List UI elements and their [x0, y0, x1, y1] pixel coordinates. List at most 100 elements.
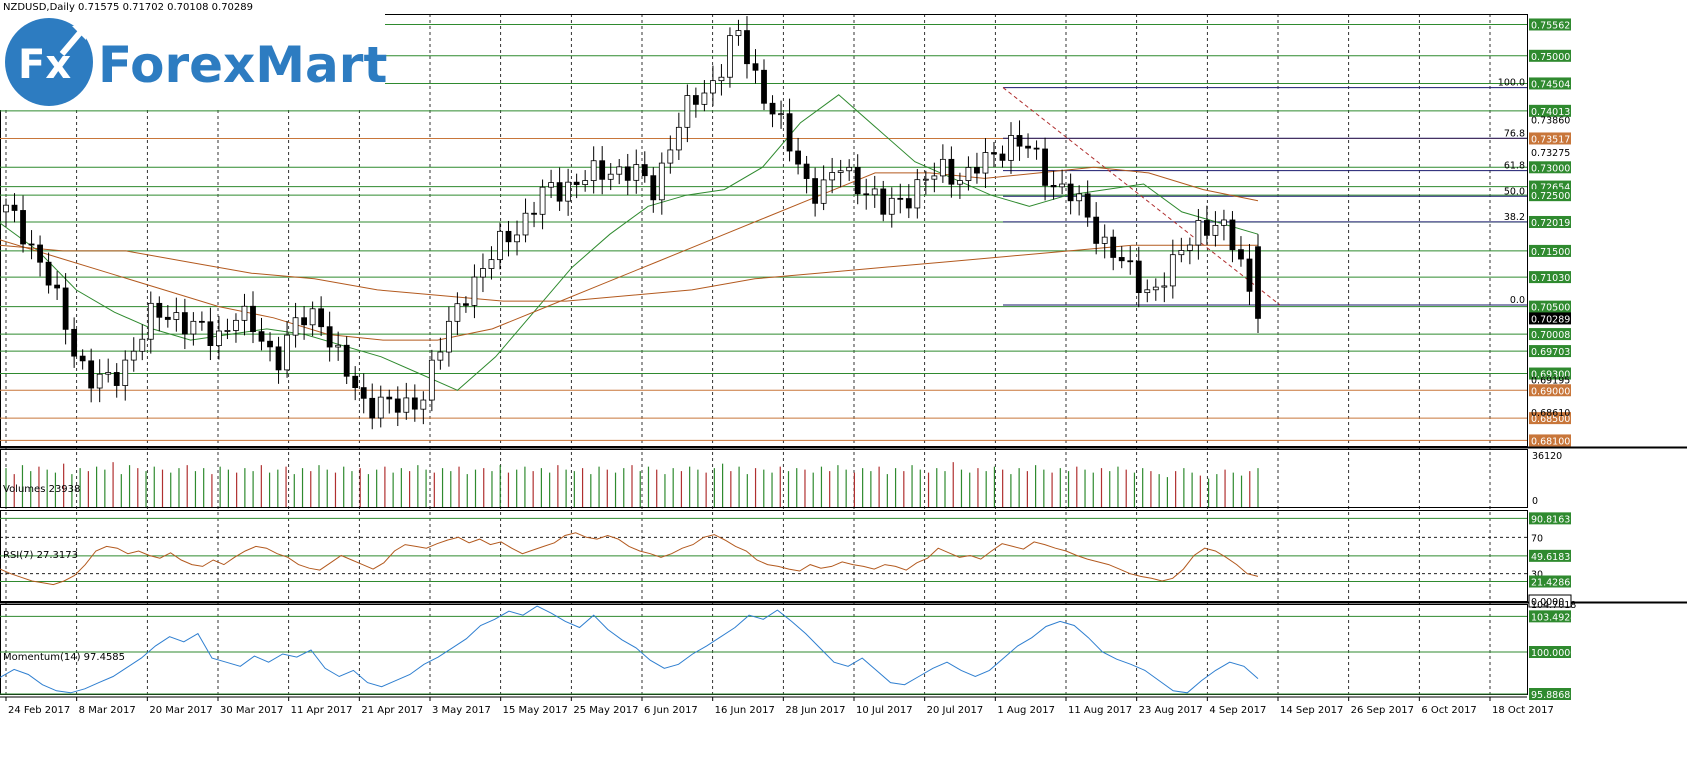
candle-bear	[198, 320, 205, 323]
level-tag-0.68100	[1529, 434, 1571, 447]
level-tag-0.68500	[1529, 412, 1571, 425]
level-tag-text: 0.68500	[1531, 414, 1570, 425]
candle-bull	[335, 344, 342, 348]
rsi-axis-label: 70	[1531, 533, 1543, 544]
candle-bear	[803, 163, 810, 179]
candle-bear	[301, 317, 307, 326]
level-tag-text: 0.72500	[1531, 191, 1570, 202]
rsi-tag	[1528, 594, 1572, 608]
candle-bull	[922, 178, 929, 181]
candle-bull	[130, 350, 137, 361]
candle-bear	[991, 152, 997, 155]
candle-bear	[1067, 183, 1074, 202]
date-tick-label: 11 Apr 2017	[291, 705, 353, 716]
candle-bear	[411, 397, 418, 410]
candle-bear	[352, 375, 359, 389]
candle-bear	[692, 95, 699, 105]
momentum-axis-label: 95.8868	[1531, 690, 1570, 701]
candle-bull	[1101, 236, 1108, 244]
current-price-text: 0.70289	[1531, 314, 1570, 325]
candle-bull	[616, 166, 623, 175]
volume-title: Volumes 23938	[3, 484, 80, 495]
candle-bull	[684, 95, 691, 128]
level-tag-0.74504	[1529, 77, 1571, 90]
momentum-axis-label: 104.7018	[1531, 600, 1576, 611]
level-tag-text: 0.70500	[1531, 303, 1570, 314]
candle-bull	[1076, 193, 1083, 202]
candle-bear	[463, 303, 469, 306]
forexmart-logo: Fx ForexMart	[0, 14, 387, 110]
date-tick-label: 14 Sep 2017	[1280, 705, 1343, 716]
candle-bull	[1195, 220, 1202, 246]
level-tag-0.72019	[1529, 215, 1571, 228]
date-tick-label: 8 Mar 2017	[79, 705, 136, 716]
candle-bear	[386, 396, 393, 400]
candle-bull	[233, 319, 239, 331]
candle-bull	[309, 308, 316, 326]
candle-bull	[701, 92, 708, 105]
level-tag-text: 0.69300	[1531, 370, 1570, 381]
candle-bear	[948, 158, 955, 185]
candle-bull	[871, 188, 878, 196]
candle-bull	[607, 173, 614, 180]
candle-bull	[1169, 254, 1176, 287]
candle-bear	[505, 230, 512, 243]
candle-bull	[241, 305, 248, 321]
date-tick-label: 20 Jul 2017	[927, 705, 984, 716]
candle-bull	[139, 338, 146, 352]
candle-bull	[582, 180, 589, 185]
price-axis-label: 0.73275	[1531, 148, 1570, 159]
candle-bear	[71, 328, 78, 357]
levels-layer	[0, 23, 1527, 441]
level-tag-text: 0.70008	[1531, 330, 1570, 341]
candle-bear	[1127, 260, 1134, 263]
candle-bull	[522, 212, 529, 236]
momentum-tag	[1529, 646, 1571, 659]
momentum-axis-label: 103.4924	[1531, 612, 1576, 623]
candle-bull	[1008, 135, 1014, 161]
date-tick-label: 30 Mar 2017	[220, 705, 283, 716]
date-axis-layer: 24 Feb 2017 8 Mar 2017 20 Mar 2017 30 Mar 2…	[0, 696, 1554, 716]
panel-border	[0, 449, 1528, 508]
candle-bull	[931, 175, 938, 180]
candle-bear	[207, 321, 214, 347]
candle-bear	[28, 243, 35, 246]
candle-bull	[1221, 219, 1227, 226]
symbol-title: NZDUSD,Daily 0.71575 0.71702 0.70108 0.7…	[3, 2, 253, 13]
candle-bull	[778, 113, 784, 116]
candle-bear	[369, 397, 376, 419]
candle-bull	[420, 399, 427, 410]
candle-bull	[957, 180, 963, 185]
candle-bull	[96, 373, 103, 389]
level-tag-0.70500	[1529, 300, 1571, 313]
candle-bull	[445, 320, 452, 353]
candle-bear	[1025, 145, 1031, 149]
date-tick-label: 6 Oct 2017	[1421, 705, 1476, 716]
momentum-title: Momentum(14) 97.4585	[3, 652, 125, 663]
candle-bull	[471, 276, 478, 306]
level-tag-text: 0.72019	[1531, 218, 1570, 229]
level-tag-0.70008	[1529, 328, 1571, 341]
candle-bull	[428, 359, 435, 401]
candle-bear	[1238, 249, 1244, 260]
level-tag-0.72500	[1529, 189, 1571, 202]
candle-bear	[250, 305, 256, 333]
date-tick-label: 24 Feb 2017	[8, 705, 70, 716]
level-tag-text: 0.75562	[1531, 20, 1570, 31]
candle-bull	[3, 204, 9, 213]
rsi-line	[0, 532, 1259, 586]
candle-bear	[897, 197, 904, 200]
candle-bear	[45, 261, 52, 286]
candle-bear	[769, 102, 776, 115]
date-tick-label: 1 Aug 2017	[997, 705, 1055, 716]
candle-bull	[497, 230, 503, 261]
candle-bull	[914, 179, 921, 209]
fib-label: 100.0	[1498, 78, 1525, 89]
level-tag-0.73000	[1529, 161, 1571, 174]
fib-label: 38.2	[1504, 212, 1525, 223]
level-tag-0.69703	[1529, 345, 1571, 358]
candle-bear	[1093, 216, 1100, 244]
candle-bull	[846, 166, 853, 172]
